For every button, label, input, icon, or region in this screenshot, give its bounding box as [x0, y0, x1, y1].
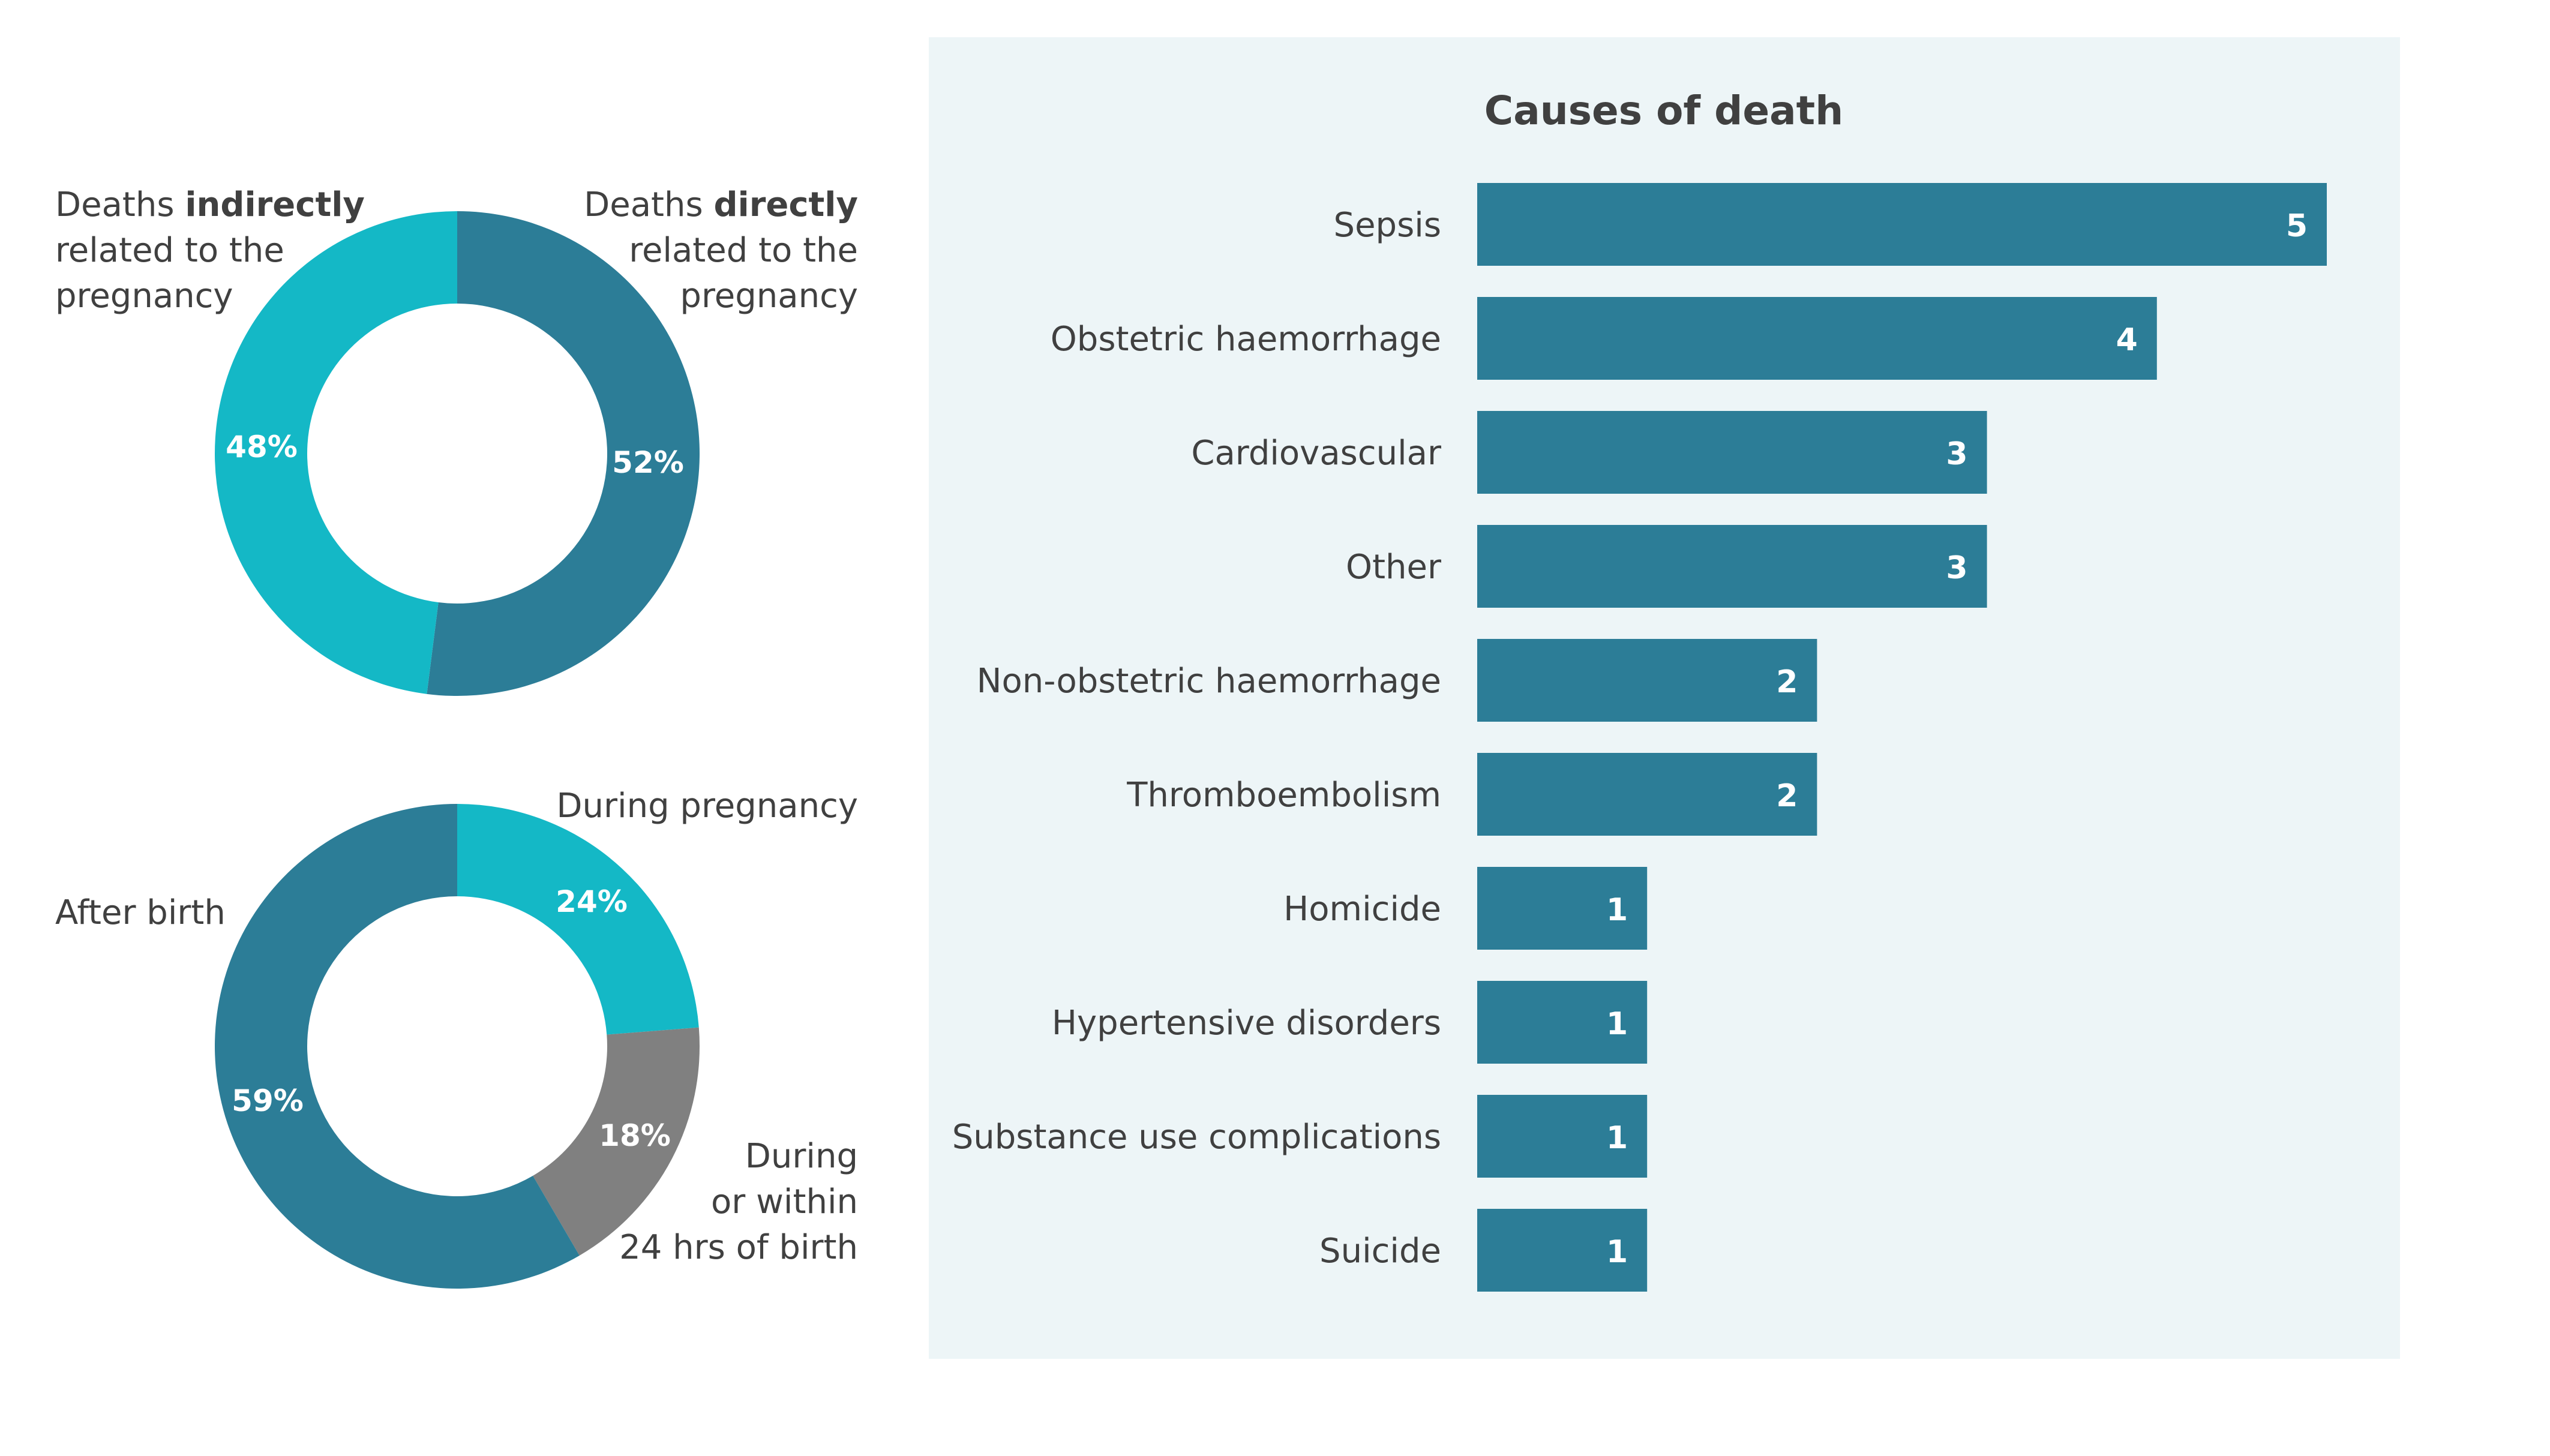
bar-hypertensive-disorders [1477, 981, 1648, 1064]
bar-substance-use-complications [1477, 1095, 1648, 1178]
bar-thromboembolism [1477, 753, 1817, 836]
category-label-thromboembolism: Thromboembolism [1126, 776, 1441, 815]
donut-relation-percent-label-1: 48% [226, 430, 298, 464]
bar-non-obstetric-haemorrhage [1477, 639, 1817, 722]
donut-relation-slice-label-0: Deaths directly related to the pregnancy [584, 185, 858, 316]
bar-obstetric-haemorrhage [1477, 297, 2157, 380]
bar-value-obstetric-haemorrhage: 4 [2116, 322, 2138, 358]
bar-chart-title: Causes of death [1484, 88, 1843, 134]
category-label-substance-use-complications: Substance use complications [952, 1118, 1441, 1157]
category-label-cardiovascular: Cardiovascular [1191, 434, 1442, 473]
bar-value-thromboembolism: 2 [1776, 778, 1798, 814]
donut-timing-slice-label-0: During pregnancy [556, 786, 858, 825]
donut-relation-slice-1 [215, 211, 457, 694]
donut-timing-slice-2 [214, 804, 580, 1289]
donut-timing-percent-label-2: 59% [232, 1083, 304, 1118]
donut-timing-percent-label-0: 24% [556, 884, 628, 919]
category-label-other: Other [1346, 548, 1442, 587]
donut-timing-slice-0 [457, 804, 699, 1035]
bar-chart: Sepsis 5 Obstetric haemorrhage 4 Cardiovascu… [952, 183, 2327, 1292]
bar-sepsis [1477, 183, 2327, 266]
donut-relation-slice-0 [427, 211, 700, 697]
category-label-suicide: Suicide [1319, 1232, 1441, 1271]
donut-chart-timing: 24% During pregnancy 18%During or within 24 … [55, 786, 858, 1289]
donut-timing-percent-label-1: 18% [599, 1118, 671, 1153]
donut-timing-slice-label-2: After birth [55, 893, 226, 932]
category-label-homicide: Homicide [1283, 890, 1441, 929]
bar-value-sepsis: 5 [2286, 208, 2308, 244]
bar-value-cardiovascular: 3 [1946, 436, 1967, 472]
category-label-obstetric-haemorrhage: Obstetric haemorrhage [1051, 320, 1441, 359]
bar-cardiovascular [1477, 411, 1987, 494]
bar-other [1477, 525, 1987, 608]
bar-value-hypertensive-disorders: 1 [1606, 1006, 1628, 1042]
bar-homicide [1477, 867, 1648, 950]
donut-relation-slice-label-1: Deaths indirectly related to the pregnancy [55, 185, 365, 316]
donut-timing-slice-1 [533, 1027, 700, 1256]
bar-suicide [1477, 1209, 1648, 1292]
bar-value-substance-use-complications: 1 [1606, 1120, 1628, 1156]
donut-chart-relation: 52% Deaths directly related to the pregnanc… [55, 185, 858, 697]
category-label-sepsis: Sepsis [1334, 206, 1441, 245]
bar-value-other: 3 [1946, 550, 1967, 586]
bar-value-suicide: 1 [1606, 1234, 1628, 1270]
bar-value-non-obstetric-haemorrhage: 2 [1776, 664, 1798, 700]
donut-timing-slice-label-1: During or within 24 hrs of birth [619, 1137, 858, 1267]
category-label-non-obstetric-haemorrhage: Non-obstetric haemorrhage [977, 662, 1441, 701]
category-label-hypertensive-disorders: Hypertensive disorders [1052, 1004, 1441, 1043]
donut-relation-percent-label-0: 52% [612, 445, 684, 480]
bar-value-homicide: 1 [1606, 892, 1628, 928]
